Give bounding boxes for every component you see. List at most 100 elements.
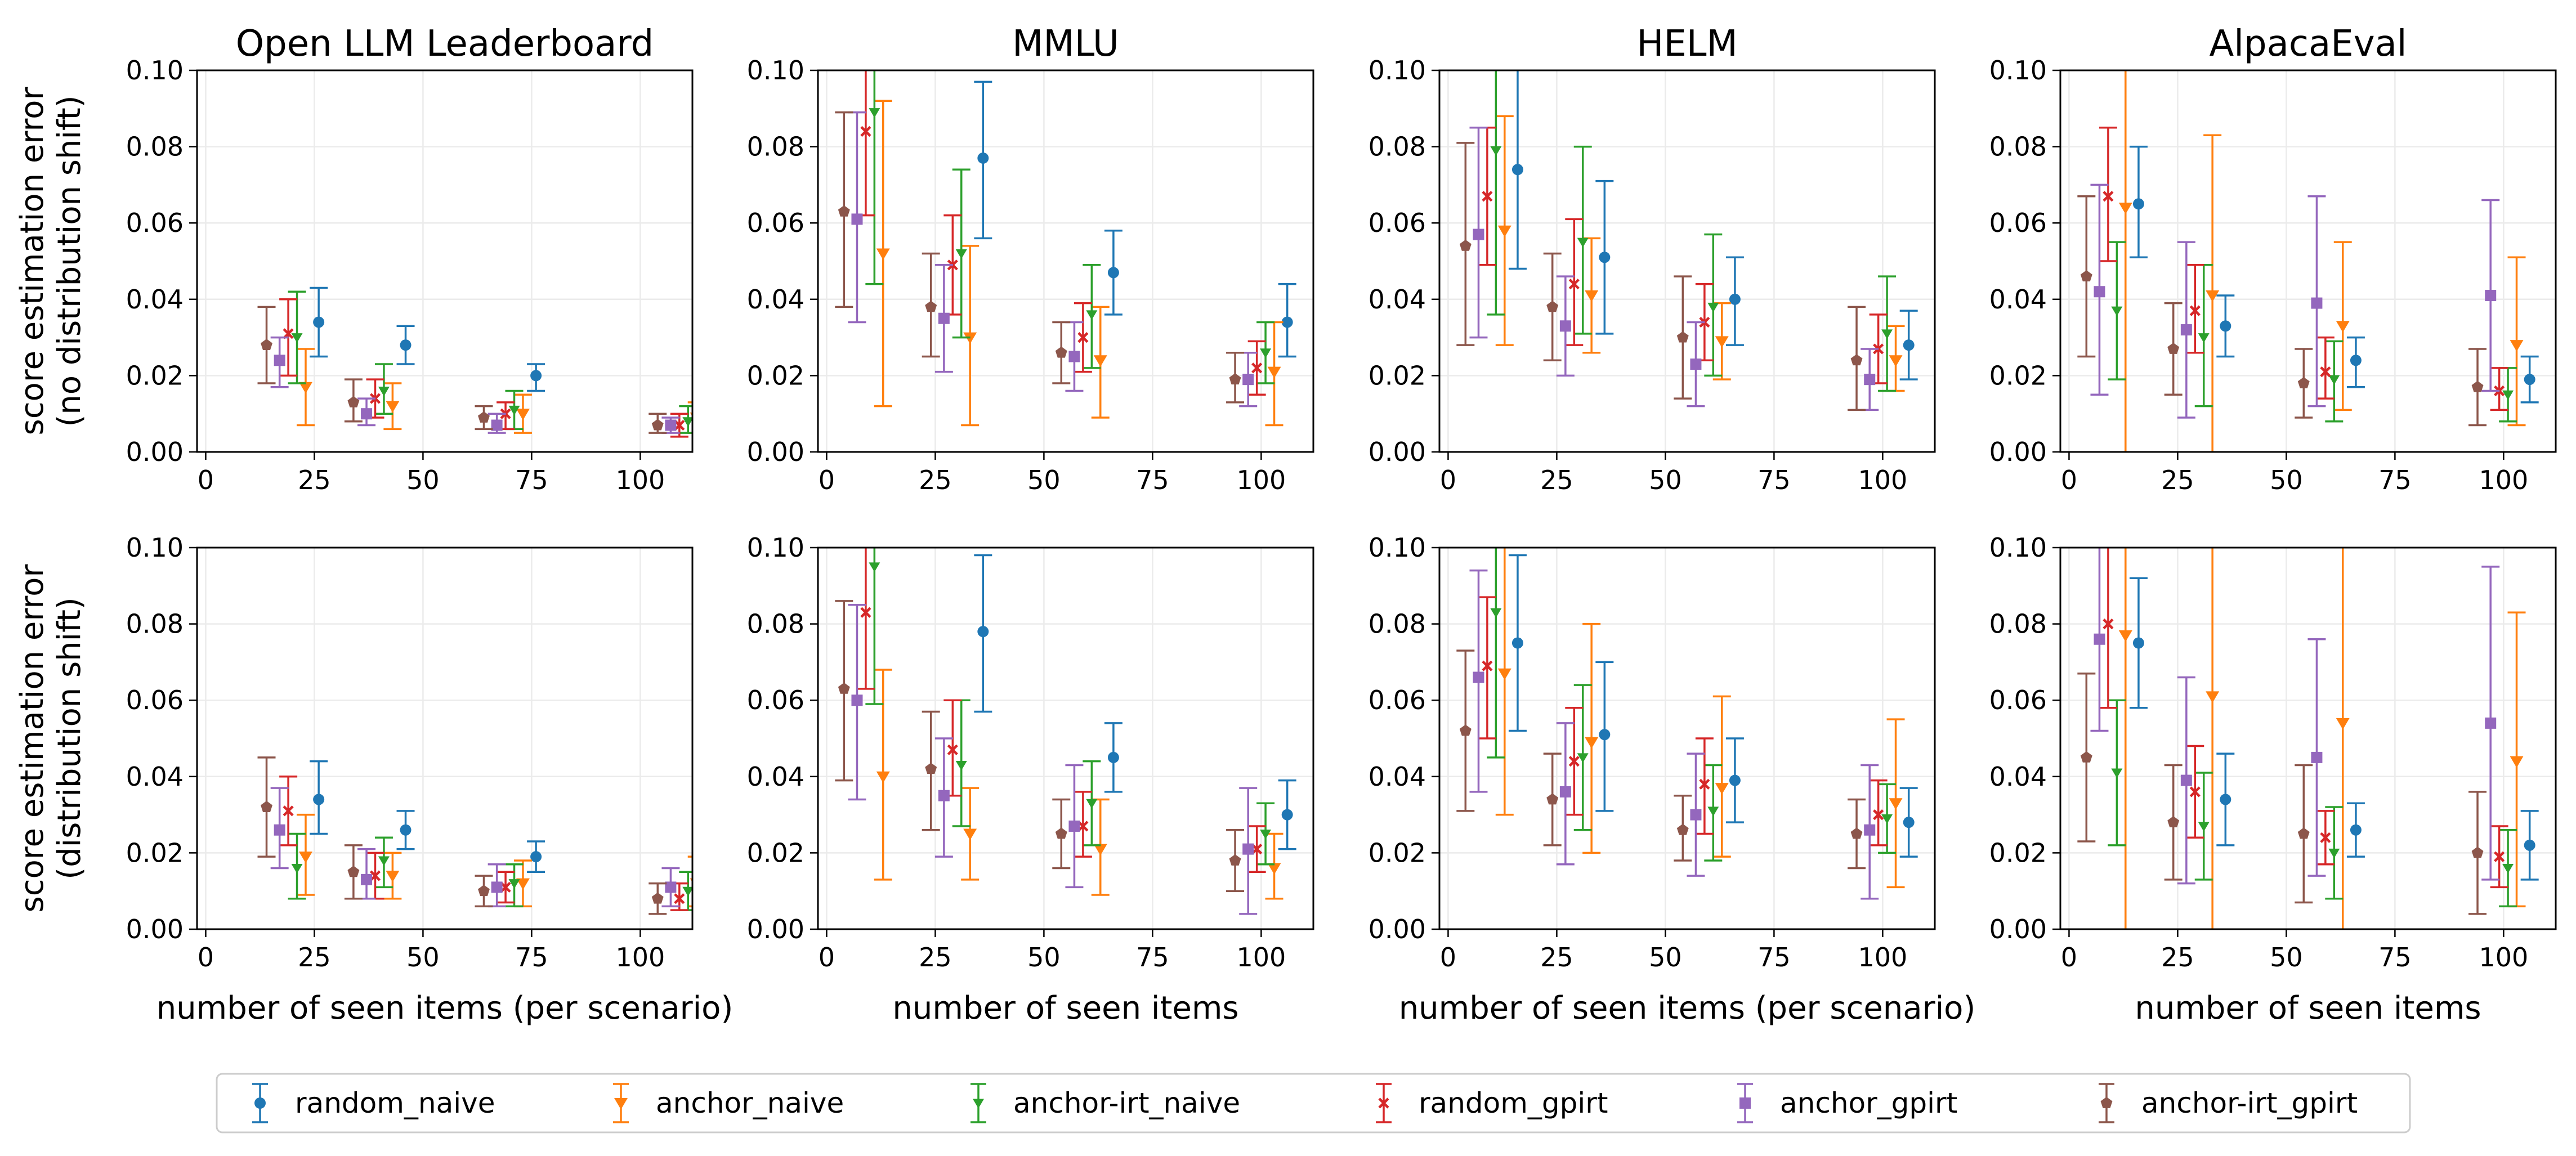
panel-frame [196,546,694,930]
legend-marker [973,1099,984,1109]
panel-frame [817,546,1314,930]
data-point [955,760,967,770]
y-tick-label: 0.10 [1989,532,2047,563]
data-point [665,419,677,431]
y-tick-label: 0.10 [1989,55,2047,86]
legend-label: anchor-irt_gpirt [2141,1087,2358,1119]
data-point [500,881,511,893]
y-tick-label: 0.04 [747,284,804,315]
data-point [925,301,937,312]
data-point [361,873,373,885]
data-point [682,417,692,427]
data-point [2220,794,2231,805]
y-tick-label: 0.02 [1989,360,2047,391]
panel-data [257,286,715,438]
data-point [2336,718,2350,730]
data-point [400,824,412,836]
data-point [977,152,989,164]
data-point [1559,320,1571,332]
data-point [2350,355,2362,366]
x-tick-label: 75 [515,942,548,973]
data-point [2336,321,2350,333]
panel-data [835,548,1296,915]
data-point [938,790,950,801]
data-point [1068,820,1080,832]
x-tick-label: 75 [1757,942,1791,973]
data-point [508,405,520,415]
data-point [2510,756,2524,768]
data-point [1707,302,1719,312]
data-point [2311,751,2323,763]
y-tick-label: 0.02 [1368,837,1426,868]
data-point [516,878,530,890]
data-point [1511,637,1523,649]
data-point [1055,346,1067,358]
data-point [291,864,303,874]
data-point [2198,822,2210,832]
data-point [2080,270,2092,282]
data-point [1585,290,1599,302]
data-point [876,248,890,260]
data-point [491,419,503,431]
data-point [1585,737,1599,749]
data-point [2485,290,2497,302]
y-tick-label: 0.00 [1989,437,2047,467]
y-axis-label: score estimation error(distribution shif… [14,564,88,913]
y-tick-label: 0.00 [747,914,804,944]
data-point [1055,827,1067,839]
panel-data [1456,70,1918,411]
data-point [1568,756,1580,767]
y-tick-label: 0.06 [1368,685,1426,715]
data-point [1482,660,1493,671]
x-tick-label: 100 [1236,942,1286,973]
legend-entry: anchor-irt_gpirt [2099,1083,2358,1123]
data-point [1889,355,1903,367]
legend-marker [1378,1097,1389,1109]
data-point [298,852,312,863]
x-tick-label: 50 [2270,942,2303,973]
data-point [478,885,490,897]
data-point [2297,377,2310,388]
data-point [2297,827,2310,839]
data-point [704,389,715,400]
x-tick-label: 50 [1027,942,1061,973]
data-point [1559,786,1571,797]
data-point [491,881,503,893]
data-point [2502,390,2514,400]
data-point [682,886,692,897]
panel-data [257,756,692,915]
data-point [2510,340,2524,352]
data-point [283,805,294,817]
data-point [369,870,381,881]
data-point [2320,366,2331,378]
y-tick-label: 0.08 [126,132,184,162]
data-point [851,213,863,225]
x-tick-label: 75 [515,465,548,495]
data-point [508,879,520,889]
data-point [2111,306,2123,316]
x-tick-label: 100 [1858,942,1907,973]
y-tick-label: 0.08 [747,609,804,639]
data-point [1676,331,1689,343]
data-point [1599,252,1611,263]
data-point [2180,774,2192,786]
y-tick-label: 0.10 [1368,55,1426,86]
data-point [1850,354,1863,366]
data-point [1568,279,1580,290]
x-tick-label: 0 [819,465,835,495]
x-axis-label: number of seen items (per scenario) [1399,990,1976,1027]
y-tick-label: 0.08 [1368,132,1426,162]
y-axis-label: score estimation error(no distribution s… [14,87,88,436]
panel-frame [2059,546,2557,930]
axis-labels-group: score estimation error(no distribution s… [14,87,2481,1027]
y-tick-label: 0.02 [1989,837,2047,868]
data-point [869,108,880,118]
data-point [1077,332,1089,343]
legend-entry: anchor_naive [613,1083,844,1123]
data-point [1599,729,1611,741]
x-tick-label: 25 [1540,465,1573,495]
data-point [1850,827,1863,839]
data-point [1497,668,1511,680]
data-point [1086,799,1098,809]
